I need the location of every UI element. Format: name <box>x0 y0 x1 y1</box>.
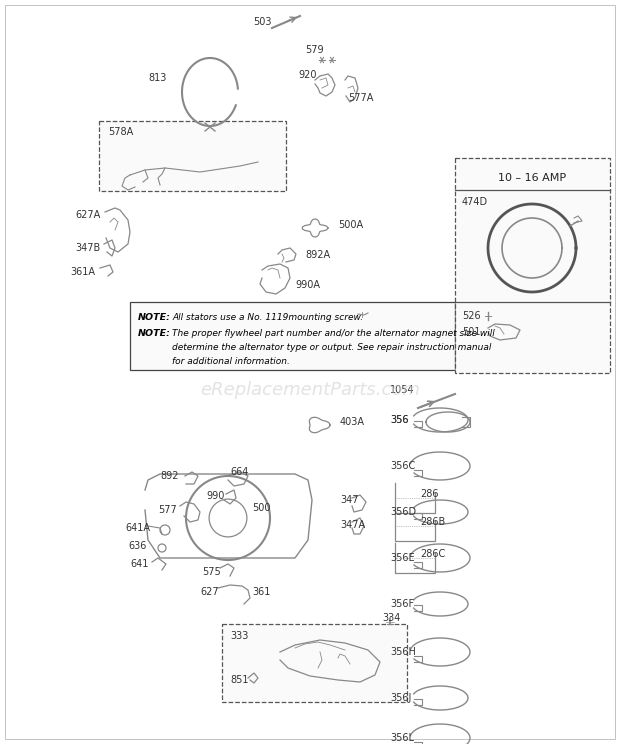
Text: 347: 347 <box>340 495 358 505</box>
Text: 356: 356 <box>390 415 409 425</box>
Bar <box>130 302 455 370</box>
Text: 627A: 627A <box>75 210 100 220</box>
Text: 361: 361 <box>252 587 270 597</box>
Text: 579: 579 <box>305 45 324 55</box>
Text: 813: 813 <box>148 73 166 83</box>
Text: 356E: 356E <box>390 553 415 563</box>
Text: 577A: 577A <box>348 93 373 103</box>
Text: 503: 503 <box>253 17 272 27</box>
Text: 347B: 347B <box>75 243 100 253</box>
Text: 990A: 990A <box>295 280 320 290</box>
Text: 892: 892 <box>160 471 179 481</box>
Text: 286C: 286C <box>420 549 445 559</box>
Text: The proper flywheel part number and/or the alternator magnet size will: The proper flywheel part number and/or t… <box>172 329 495 338</box>
Text: All stators use a No. 1119mounting screw.: All stators use a No. 1119mounting screw… <box>172 313 363 322</box>
Text: 501: 501 <box>462 327 480 337</box>
Text: 627: 627 <box>200 587 219 597</box>
Text: 636: 636 <box>128 541 146 551</box>
Text: 892A: 892A <box>305 250 330 260</box>
Text: 403A: 403A <box>340 417 365 427</box>
Text: for additional information.: for additional information. <box>172 356 290 365</box>
Text: eReplacementParts.com: eReplacementParts.com <box>200 381 420 399</box>
Text: 334: 334 <box>382 613 401 623</box>
Text: 851: 851 <box>230 675 249 685</box>
Text: 500: 500 <box>252 503 270 513</box>
Text: NOTE:: NOTE: <box>138 329 171 338</box>
FancyBboxPatch shape <box>99 121 286 191</box>
Text: 356: 356 <box>390 415 409 425</box>
Text: 474D: 474D <box>462 197 488 207</box>
Text: 577: 577 <box>158 505 177 515</box>
Text: 575: 575 <box>202 567 221 577</box>
Text: 990: 990 <box>206 491 224 501</box>
Text: 578A: 578A <box>108 127 133 137</box>
Text: 10 – 16 AMP: 10 – 16 AMP <box>498 173 566 183</box>
Text: 356C: 356C <box>390 461 415 471</box>
Text: 641A: 641A <box>125 523 150 533</box>
Text: determine the alternator type or output. See repair instruction manual: determine the alternator type or output.… <box>172 342 492 351</box>
Text: 641: 641 <box>130 559 148 569</box>
Text: 286: 286 <box>420 489 438 499</box>
Text: 356F: 356F <box>390 599 414 609</box>
Text: 356H: 356H <box>390 647 416 657</box>
Text: 333: 333 <box>230 631 249 641</box>
Text: 920: 920 <box>298 70 316 80</box>
Text: 1054: 1054 <box>390 385 415 395</box>
Text: 361A: 361A <box>70 267 95 277</box>
Text: 356D: 356D <box>390 507 416 517</box>
Text: NOTE:: NOTE: <box>138 313 171 322</box>
Text: 664: 664 <box>230 467 249 477</box>
Text: 286B: 286B <box>420 517 445 527</box>
Text: 500A: 500A <box>338 220 363 230</box>
Text: 356J: 356J <box>390 693 412 703</box>
Text: 347A: 347A <box>340 520 365 530</box>
Text: 526: 526 <box>462 311 480 321</box>
Bar <box>455 158 610 373</box>
Text: 356L: 356L <box>390 733 414 743</box>
Bar <box>222 624 407 702</box>
